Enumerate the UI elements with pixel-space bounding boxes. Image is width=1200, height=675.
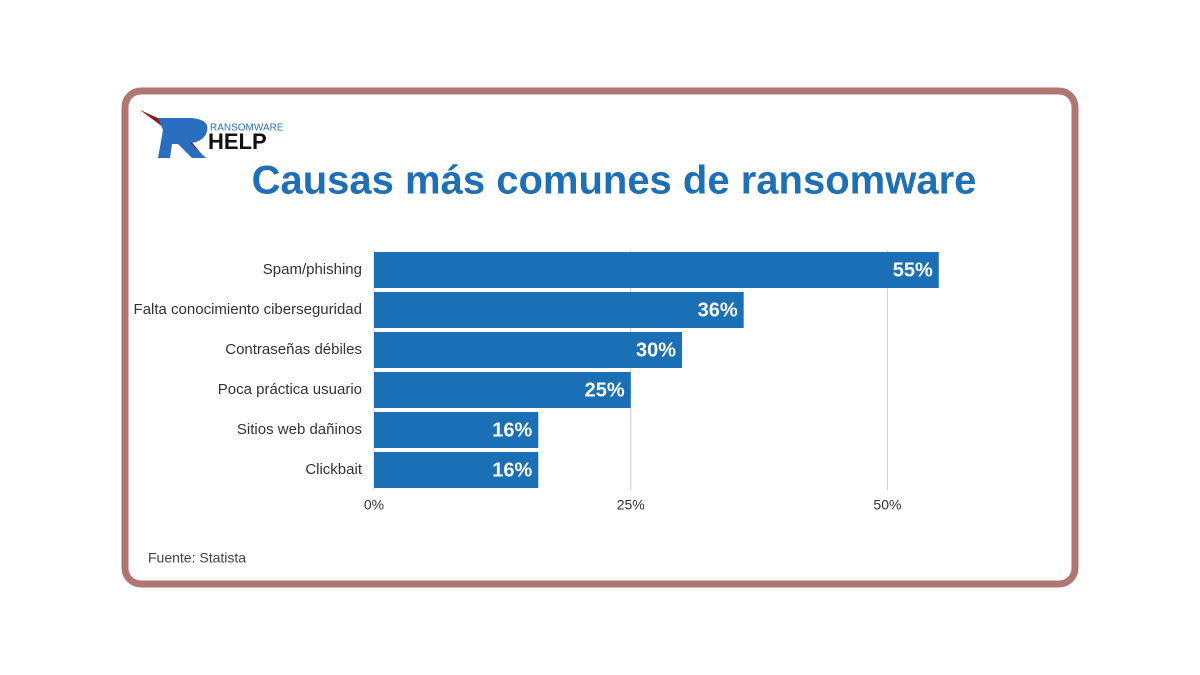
y-tick-label: Sitios web dañinos [237,421,362,438]
chart-title: Causas más comunes de ransomware [252,159,977,203]
bar [374,412,539,448]
logo-bottom: HELP [208,129,267,154]
x-tick-label: 50% [873,497,901,513]
y-tick-label: Spam/phishing [263,261,362,278]
y-tick-label: Falta conocimiento ciberseguridad [134,301,362,318]
x-tick-label: 25% [617,497,645,513]
y-tick-label: Poca práctica usuario [218,381,362,398]
logo-r [158,118,208,158]
value-label: 16% [492,459,532,481]
value-label: 30% [636,339,676,361]
value-label: 36% [698,299,738,321]
logo: RANSOMWARE HELP [140,110,284,158]
source: Fuente: Statista [148,550,246,566]
bar [374,252,939,288]
bar [374,332,683,368]
y-tick-label: Contraseñas débiles [225,341,362,358]
x-tick-label: 0% [364,497,384,513]
y-tick-label: Clickbait [305,461,363,478]
bar [374,372,631,408]
value-label: 25% [585,379,625,401]
value-label: 16% [492,419,532,441]
logo-top: RANSOMWARE [210,123,284,134]
bar [374,292,744,328]
value-label: 55% [893,259,933,281]
bar [374,452,539,488]
